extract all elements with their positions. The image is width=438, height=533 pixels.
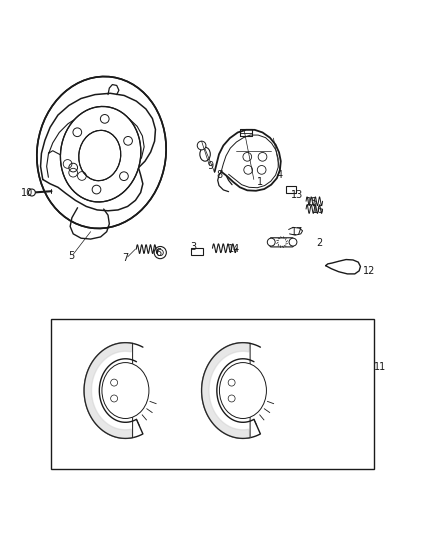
- Text: 13: 13: [291, 190, 304, 200]
- Circle shape: [289, 238, 297, 246]
- Text: 16: 16: [312, 205, 325, 215]
- Ellipse shape: [102, 362, 149, 418]
- Circle shape: [244, 166, 253, 174]
- Text: 9: 9: [207, 161, 213, 172]
- Ellipse shape: [79, 131, 121, 181]
- Text: 15: 15: [307, 197, 319, 207]
- Polygon shape: [84, 343, 143, 439]
- Polygon shape: [41, 93, 155, 211]
- Polygon shape: [215, 130, 281, 191]
- Circle shape: [243, 152, 252, 161]
- Text: 10: 10: [21, 188, 34, 198]
- Circle shape: [28, 189, 35, 196]
- Circle shape: [258, 152, 267, 161]
- Circle shape: [100, 115, 109, 123]
- Circle shape: [267, 238, 275, 246]
- Polygon shape: [201, 343, 261, 439]
- Polygon shape: [70, 208, 110, 239]
- Text: 5: 5: [68, 251, 74, 261]
- Text: 2: 2: [316, 238, 322, 247]
- Text: 1: 1: [257, 176, 263, 187]
- Ellipse shape: [60, 107, 141, 202]
- Text: 4: 4: [277, 170, 283, 180]
- Ellipse shape: [219, 362, 266, 418]
- Circle shape: [228, 379, 235, 386]
- Circle shape: [257, 166, 266, 174]
- Text: 14: 14: [228, 244, 240, 254]
- Text: 6: 6: [155, 248, 161, 259]
- FancyBboxPatch shape: [191, 248, 203, 255]
- Circle shape: [197, 141, 206, 150]
- Circle shape: [69, 163, 78, 172]
- Circle shape: [120, 172, 128, 181]
- FancyBboxPatch shape: [286, 185, 296, 193]
- Text: 3: 3: [127, 331, 133, 341]
- Bar: [51, 319, 374, 469]
- Text: 3: 3: [190, 242, 196, 252]
- Text: 7: 7: [122, 253, 128, 263]
- Polygon shape: [84, 343, 133, 439]
- Circle shape: [111, 379, 117, 386]
- Text: 4: 4: [244, 431, 251, 441]
- Circle shape: [228, 395, 235, 402]
- FancyBboxPatch shape: [270, 238, 293, 247]
- Circle shape: [124, 136, 132, 145]
- Polygon shape: [240, 130, 252, 136]
- Circle shape: [154, 246, 166, 259]
- Text: 17: 17: [291, 227, 304, 237]
- Circle shape: [111, 395, 117, 402]
- Polygon shape: [201, 343, 250, 439]
- Text: 3: 3: [244, 331, 251, 341]
- Text: 11: 11: [374, 361, 386, 372]
- Text: 4: 4: [127, 431, 133, 441]
- Polygon shape: [325, 260, 360, 274]
- Circle shape: [73, 128, 81, 136]
- Circle shape: [92, 185, 101, 194]
- Polygon shape: [289, 228, 303, 235]
- Text: 12: 12: [363, 266, 375, 276]
- Ellipse shape: [37, 77, 166, 229]
- Ellipse shape: [200, 147, 210, 161]
- Text: 8: 8: [216, 170, 222, 180]
